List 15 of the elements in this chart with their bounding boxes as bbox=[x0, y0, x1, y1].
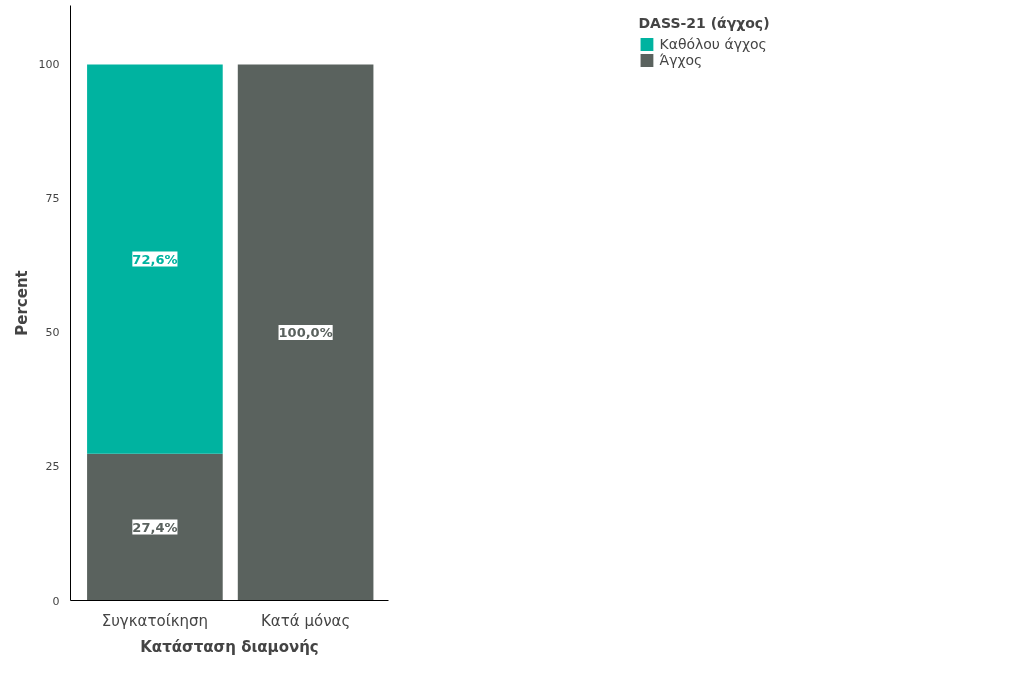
data-label: 72,6% bbox=[132, 251, 178, 267]
legend-label: Άγχος bbox=[659, 52, 703, 68]
x-tick-label: Κατά μόνας bbox=[261, 611, 351, 630]
y-axis-title: Percent bbox=[12, 270, 31, 336]
y-tick-label: 75 bbox=[45, 192, 60, 206]
y-tick-label: 100 bbox=[38, 58, 60, 72]
y-tick-label: 50 bbox=[45, 326, 60, 340]
data-label: 27,4% bbox=[132, 519, 178, 535]
y-tick-label: 25 bbox=[45, 460, 60, 474]
x-axis-title: Κατάσταση διαμονής bbox=[140, 637, 319, 656]
y-tick-label: 0 bbox=[52, 594, 60, 608]
legend-label: Καθόλου άγχος bbox=[659, 36, 767, 52]
legend-title: DASS-21 (άγχος) bbox=[638, 15, 770, 31]
data-label: 100,0% bbox=[278, 324, 333, 340]
x-tick-label: Συγκατοίκηση bbox=[101, 611, 209, 630]
